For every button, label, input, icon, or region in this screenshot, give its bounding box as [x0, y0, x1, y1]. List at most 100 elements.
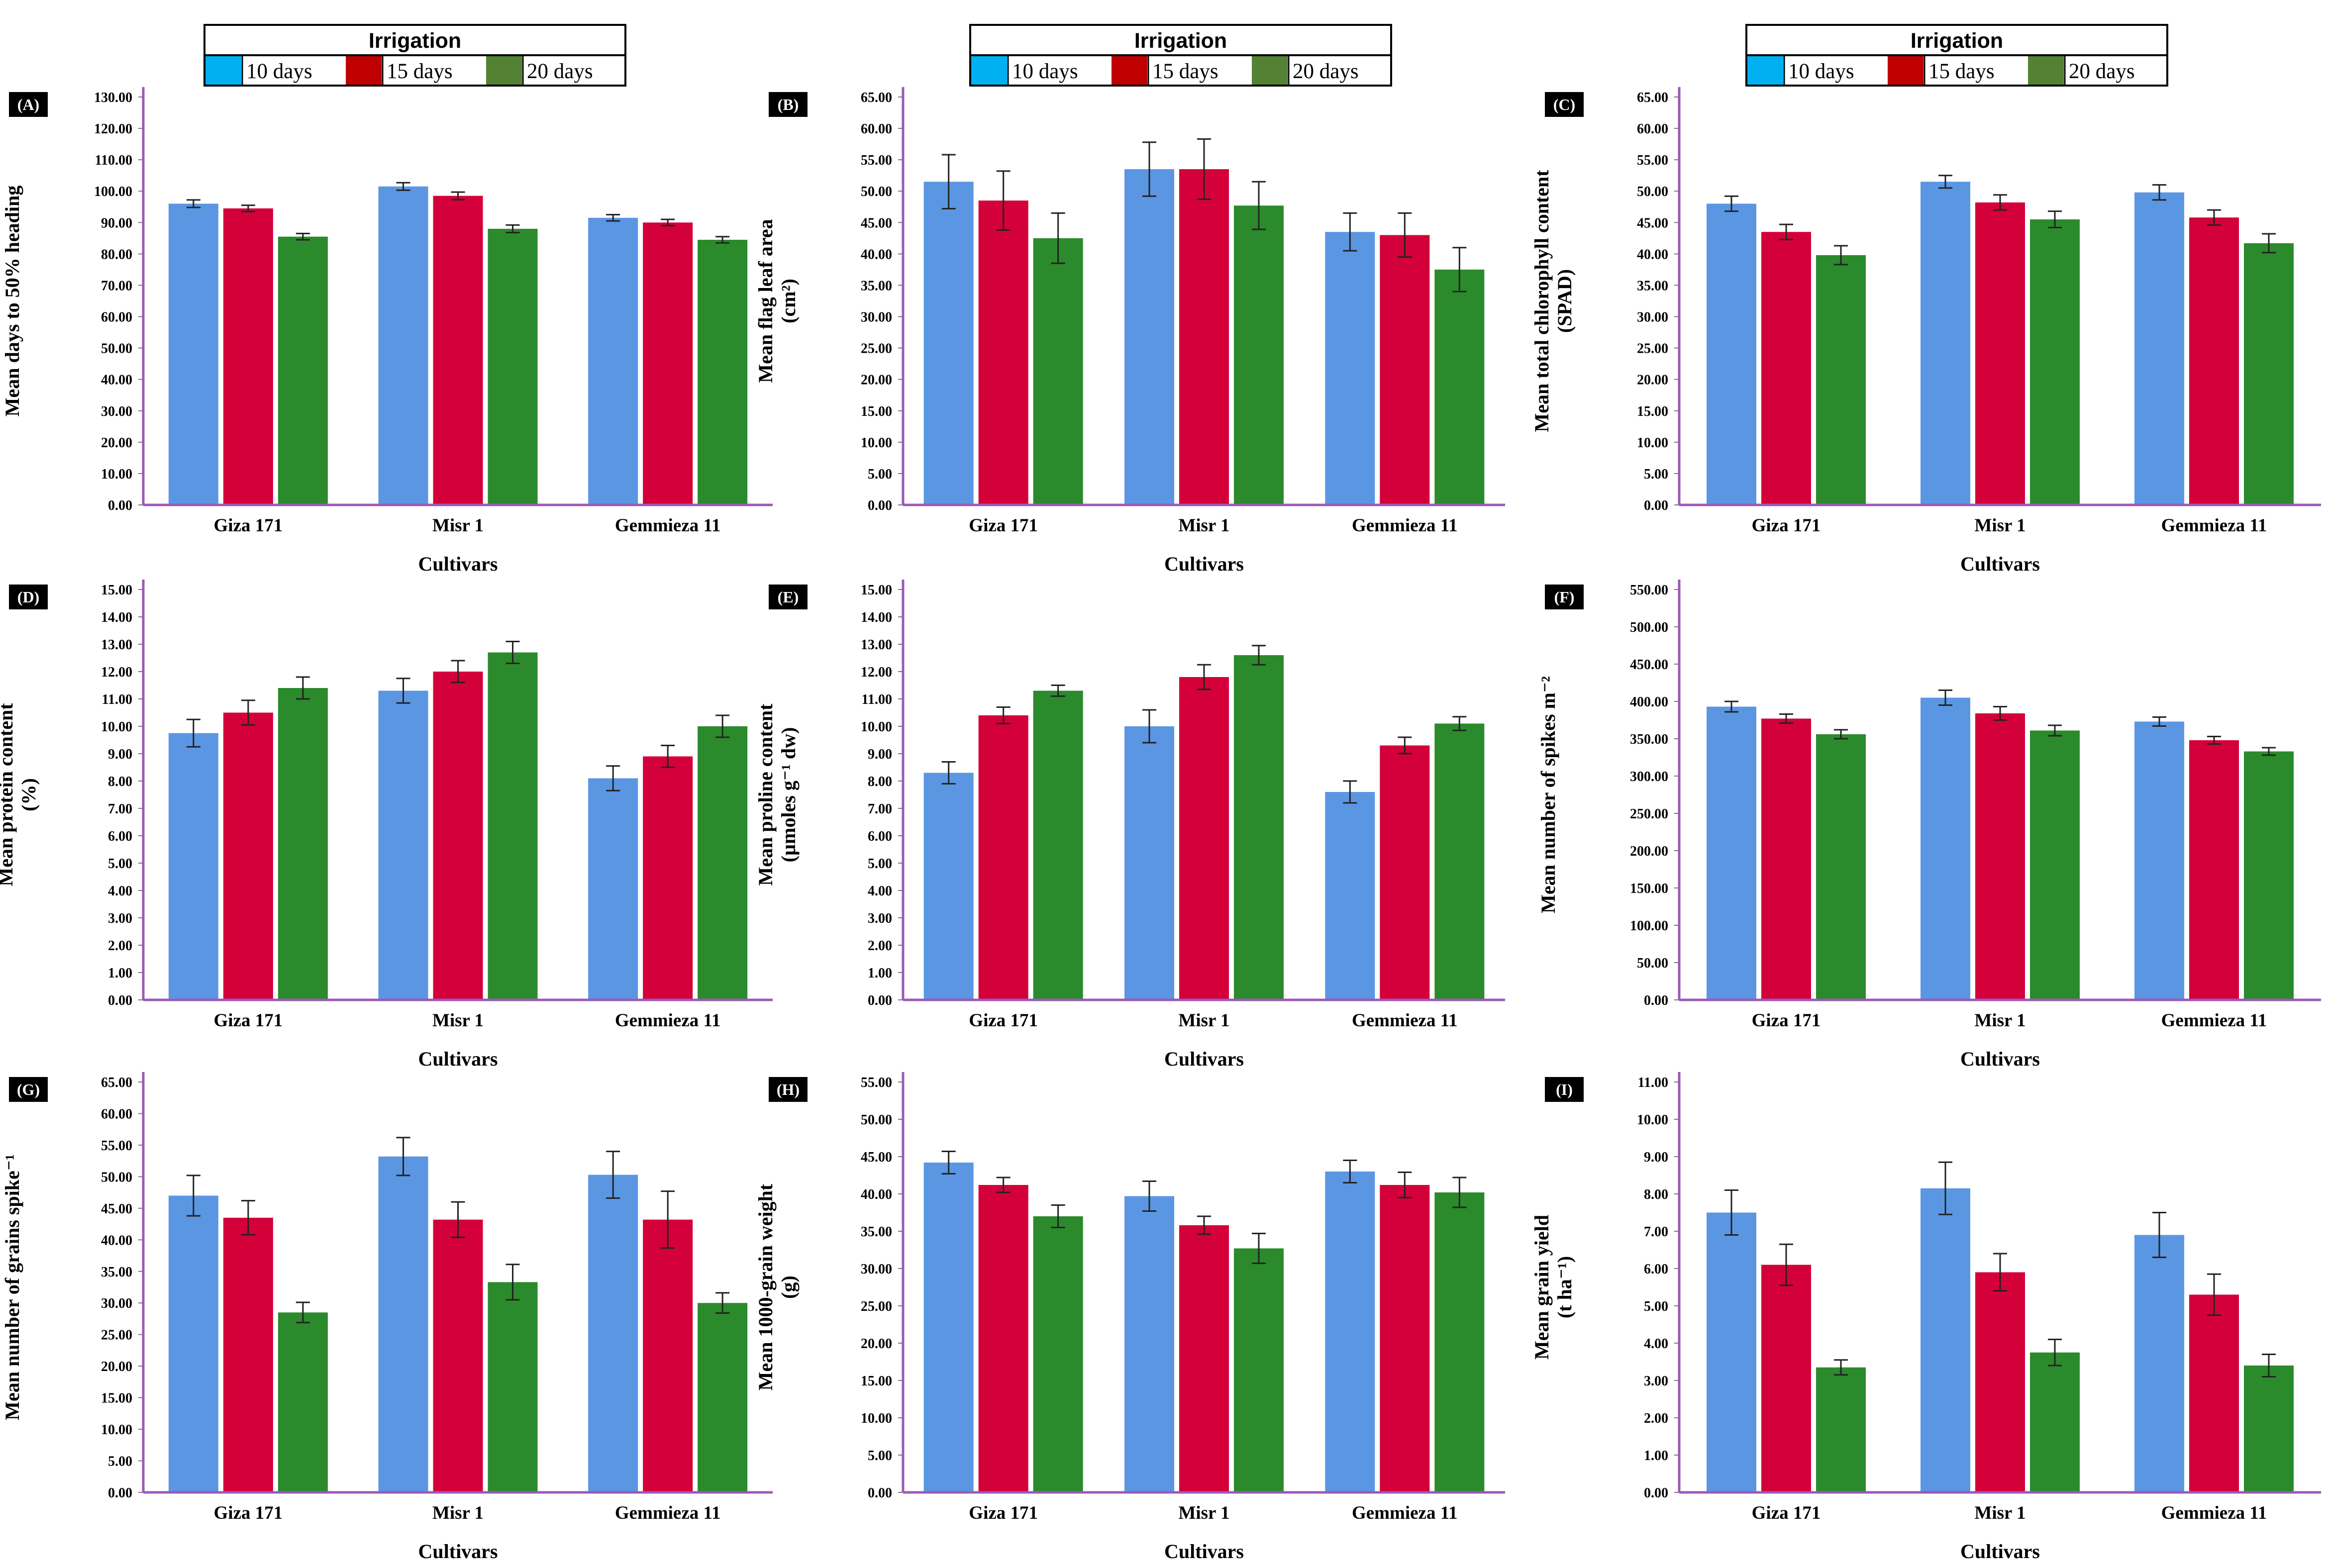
chart-panel: (F) 0.00 50.00 100.00 150.00 200.00 250.00 300.…: [1537, 580, 2321, 1070]
bar-15-days-giza-171: [1761, 232, 1811, 505]
bar-15-days-gemmieza-11: [2189, 217, 2239, 505]
y-tick-label: 6.00: [868, 829, 892, 844]
bar-10-days-misr-1: [1124, 726, 1174, 1000]
y-tick-label: 40.00: [1637, 247, 1668, 262]
panel-label-box: [9, 585, 48, 609]
y-tick-label: 25.00: [861, 341, 892, 357]
panel-label-box: [9, 1077, 48, 1102]
y-tick-label: 12.00: [861, 665, 892, 680]
legend-swatch-1: [205, 56, 241, 85]
bar-10-days-misr-1: [378, 1156, 428, 1492]
y-tick-label: 20.00: [861, 373, 892, 388]
x-category-label: Giza 171: [969, 515, 1038, 536]
y-tick-label: 50.00: [861, 1112, 892, 1128]
y-tick-label: 45.00: [861, 215, 892, 231]
bar-10-days-gemmieza-11: [1325, 1172, 1375, 1492]
y-tick-label: 55.00: [861, 153, 892, 168]
legend-label-1: 10 days: [1788, 60, 1854, 83]
y-tick-label: 60.00: [1637, 121, 1668, 137]
y-tick-label: 20.00: [1637, 373, 1668, 388]
legend-label-1: 10 days: [1012, 60, 1078, 83]
y-tick-label: 3.00: [108, 911, 132, 926]
y-tick-label: 10.00: [1637, 1112, 1668, 1128]
y-axis-title: Mean protein content: [0, 703, 17, 886]
y-tick-label: 110.00: [95, 153, 132, 168]
y-tick-label: 10.00: [101, 1422, 132, 1438]
y-tick-label: 15.00: [101, 583, 132, 598]
panel-label: (I): [1556, 1080, 1573, 1098]
y-axis-title: (%): [17, 778, 40, 811]
y-tick-label: 2.00: [108, 938, 132, 954]
y-tick-label: 55.00: [1637, 153, 1668, 168]
y-tick-label: 11.00: [1638, 1075, 1668, 1090]
x-category-label: Giza 171: [1752, 1010, 1821, 1031]
bar-10-days-misr-1: [1921, 1188, 1970, 1492]
x-category-label: Gemmieza 11: [1352, 1503, 1458, 1523]
y-tick-label: 10.00: [101, 719, 132, 735]
y-tick-label: 400.00: [1630, 694, 1668, 710]
y-tick-label: 35.00: [101, 1265, 132, 1280]
y-tick-label: 9.00: [868, 747, 892, 762]
legend-label-2: 15 days: [1152, 60, 1218, 83]
y-tick-label: 3.00: [1644, 1373, 1668, 1389]
y-tick-label: 100.00: [94, 184, 132, 199]
bar-20-days-giza-171: [1033, 690, 1083, 1000]
legend-swatch-3: [2028, 56, 2064, 85]
bar-10-days-gemmieza-11: [1325, 232, 1375, 505]
y-tick-label: 6.00: [1644, 1262, 1668, 1277]
x-category-label: Giza 171: [1752, 1503, 1821, 1523]
bar-15-days-gemmieza-11: [1380, 235, 1430, 505]
x-category-label: Giza 171: [213, 1010, 283, 1031]
x-category-label: Giza 171: [213, 1503, 283, 1523]
x-category-label: Misr 1: [432, 1503, 484, 1523]
y-axis-title: Mean grain yield: [1530, 1215, 1553, 1360]
y-tick-label: 300.00: [1630, 769, 1668, 784]
y-tick-label: 11.00: [102, 692, 132, 707]
panel-label-box: [1545, 585, 1584, 609]
y-tick-label: 3.00: [868, 911, 892, 926]
chart-panel: (H) 0.00 5.00 10.00 15.00 20.00 25.00 30.00 35.0…: [754, 1072, 1505, 1563]
y-tick-label: 55.00: [101, 1138, 132, 1154]
bar-15-days-misr-1: [1975, 202, 2025, 505]
legend-swatch-2: [346, 56, 382, 85]
y-tick-label: 200.00: [1630, 844, 1668, 859]
y-tick-label: 10.00: [861, 719, 892, 735]
y-tick-label: 20.00: [101, 435, 132, 451]
y-tick-label: 150.00: [1630, 881, 1668, 896]
y-tick-label: 45.00: [101, 1201, 132, 1217]
y-axis-title: Mean flag leaf area: [754, 219, 777, 383]
y-tick-label: 8.00: [1644, 1187, 1668, 1202]
bar-10-days-gemmieza-11: [1325, 792, 1375, 1000]
x-category-label: Gemmieza 11: [2161, 515, 2267, 536]
bar-20-days-misr-1: [2030, 219, 2080, 505]
bar-10-days-giza-171: [168, 203, 218, 505]
y-tick-label: 12.00: [101, 665, 132, 680]
y-tick-label: 15.00: [861, 583, 892, 598]
y-tick-label: 15.00: [1637, 404, 1668, 419]
y-tick-label: 7.00: [1644, 1224, 1668, 1240]
y-axis-title: (g): [777, 1275, 800, 1299]
panel-label: (C): [1553, 96, 1575, 113]
panel-label: (A): [17, 96, 39, 113]
y-tick-label: 0.00: [108, 498, 132, 513]
legend-swatch-1: [971, 56, 1007, 85]
legend-title: Irrigation: [1134, 29, 1227, 53]
x-category-label: Gemmieza 11: [615, 1010, 721, 1031]
legend-label-3: 20 days: [527, 60, 593, 83]
y-tick-label: 7.00: [108, 801, 132, 817]
bar-20-days-gemmieza-11: [1434, 723, 1485, 1000]
chart-panel: (I) 0.00 1.00 2.00 3.00 4.00 5.00 6.00 7.00 8.00 9…: [1530, 1072, 2321, 1563]
x-category-label: Misr 1: [1178, 1010, 1229, 1031]
legend: Irrigation 10 days 15 days 20 days: [1745, 24, 2168, 87]
bar-10-days-giza-171: [923, 773, 974, 1000]
y-tick-label: 0.00: [1644, 1485, 1668, 1501]
bar-10-days-misr-1: [1124, 169, 1174, 505]
bar-10-days-giza-171: [168, 1195, 218, 1492]
panel-label: (F): [1554, 588, 1575, 606]
bar-20-days-misr-1: [2030, 730, 2080, 1000]
y-tick-label: 40.00: [861, 247, 892, 262]
panel-label-box: [1545, 1077, 1584, 1102]
y-tick-label: 0.00: [868, 993, 892, 1008]
y-tick-label: 30.00: [101, 404, 132, 419]
